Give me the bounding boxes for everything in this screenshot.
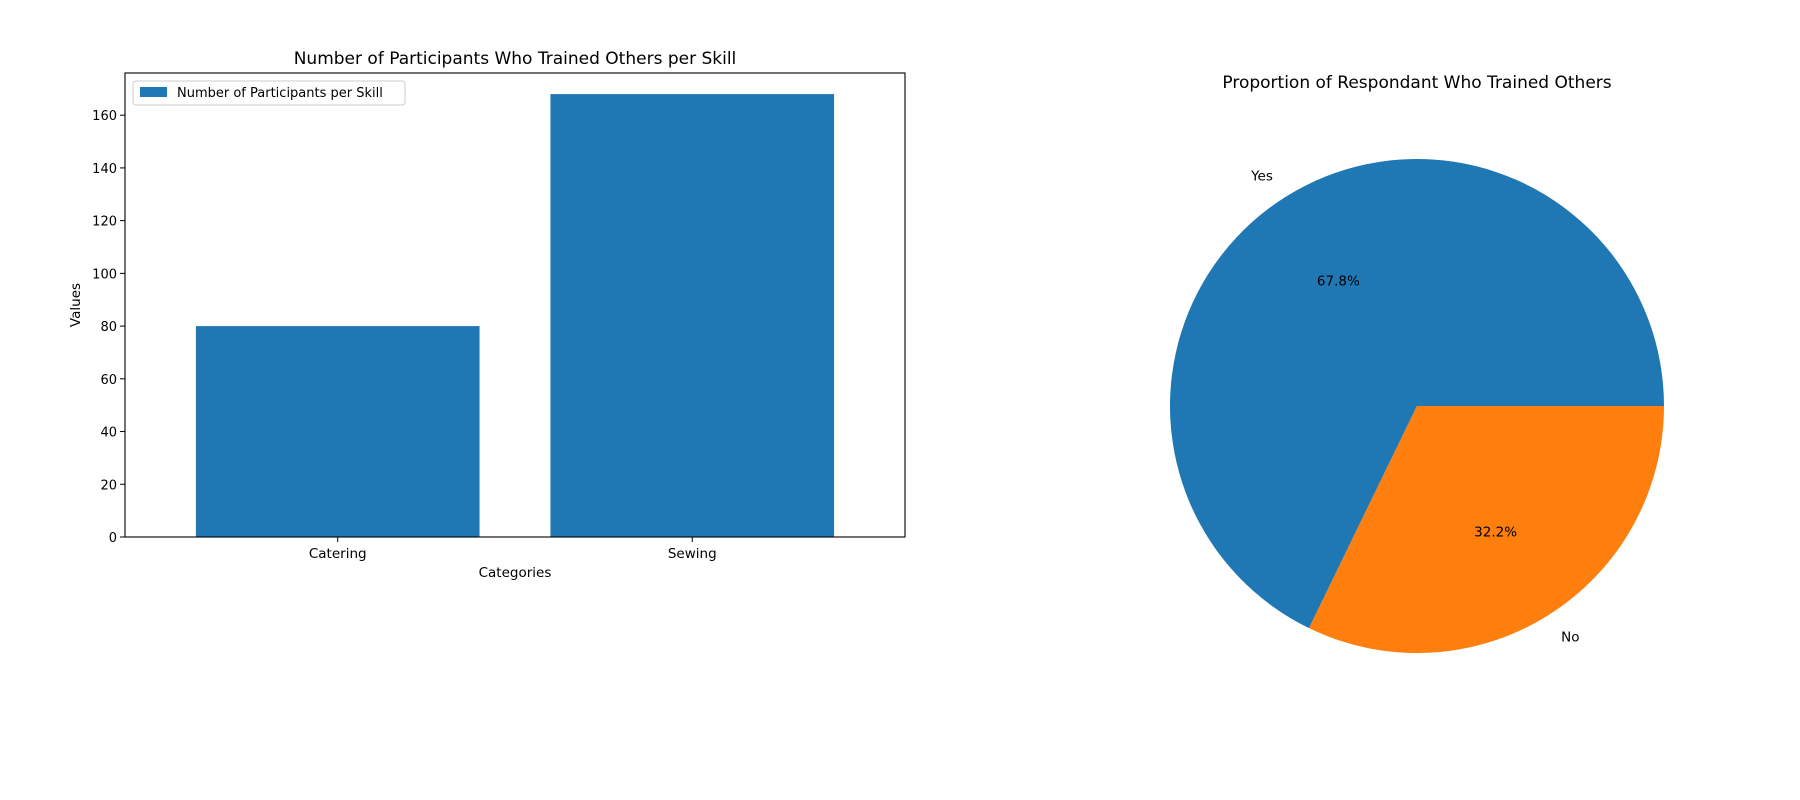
pie-pct-no: 32.2%	[1474, 525, 1517, 541]
bar-chart: Number of Participants Who Trained Other…	[68, 49, 906, 581]
pie-label-yes: Yes	[1250, 169, 1273, 185]
x-axis-ticks: Catering Sewing	[309, 537, 717, 562]
y-tick-label: 140	[92, 162, 117, 177]
y-tick-label: 160	[92, 109, 117, 124]
pie-marks: Yes 67.8% No 32.2%	[1170, 159, 1664, 654]
legend: Number of Participants per Skill	[132, 80, 406, 106]
y-axis-ticks: 0 20 40 60 80 100 120 140 160	[92, 109, 125, 546]
pie-slice-yes	[1170, 159, 1664, 629]
x-tick-label: Sewing	[668, 546, 717, 562]
y-tick-label: 20	[100, 478, 117, 493]
y-tick-label: 0	[109, 531, 117, 546]
pie-slice-no	[1309, 406, 1664, 654]
pie-chart: Proportion of Respondant Who Trained Oth…	[1170, 73, 1664, 654]
legend-label: Number of Participants per Skill	[177, 86, 383, 101]
bar-sewing	[550, 94, 835, 537]
pie-label-no: No	[1561, 629, 1579, 645]
y-axis-label: Values	[68, 283, 84, 327]
bar-catering	[195, 326, 480, 537]
y-tick-label: 100	[92, 267, 117, 282]
y-tick-label: 40	[100, 426, 117, 441]
y-tick-label: 80	[100, 320, 117, 335]
y-tick-label: 60	[100, 373, 117, 388]
bar-chart-title: Number of Participants Who Trained Other…	[294, 49, 737, 69]
bar-axes-frame	[124, 72, 906, 538]
y-tick-label: 120	[92, 215, 117, 230]
x-axis-label: Categories	[479, 565, 552, 581]
pie-pct-yes: 67.8%	[1317, 273, 1360, 289]
bar-marks	[195, 94, 835, 537]
x-tick-label: Catering	[309, 546, 367, 562]
legend-frame	[132, 80, 406, 106]
pie-chart-title: Proportion of Respondant Who Trained Oth…	[1222, 73, 1611, 93]
legend-swatch	[140, 87, 167, 97]
